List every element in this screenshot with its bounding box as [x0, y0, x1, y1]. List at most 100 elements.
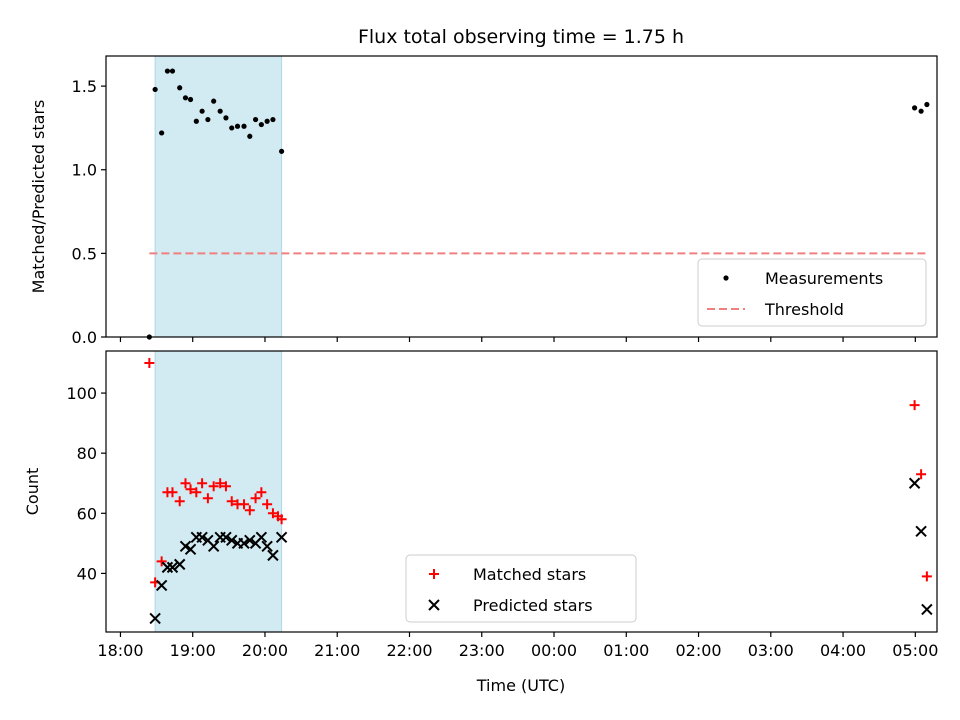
data-point [187, 96, 194, 103]
data-point [182, 95, 189, 101]
data-point [921, 571, 932, 582]
data-point [270, 116, 276, 123]
data-point [234, 123, 241, 129]
data-point [226, 534, 238, 547]
series-predicted-stars [149, 477, 933, 625]
x-tick-label: 22:00 [386, 641, 432, 660]
count-panel: 18:00 19:00 20:00 21:00 22:00 23:00 00:00 01:00… [23, 350, 938, 660]
data-point [220, 481, 231, 492]
data-point [196, 531, 208, 544]
data-point [261, 540, 273, 553]
data-point [174, 496, 185, 507]
data-point [262, 499, 273, 510]
legend: Measurements Threshold [697, 258, 927, 327]
data-point [241, 123, 247, 129]
x-tick-label: 20:00 [242, 641, 288, 660]
y-tick-label: 0.0 [72, 328, 97, 347]
series-matched-stars [144, 358, 932, 588]
plot-frame [105, 55, 938, 338]
y-tick-label: 80 [77, 444, 97, 463]
data-point [152, 86, 158, 93]
series-measurements [146, 68, 930, 340]
data-point [180, 478, 191, 489]
x-tick-label: 00:00 [531, 641, 577, 660]
data-point [244, 505, 255, 516]
data-point [185, 484, 196, 495]
y-tick-label: 60 [77, 504, 97, 523]
data-point [164, 68, 171, 74]
data-point [916, 469, 927, 480]
data-point [159, 130, 165, 136]
data-point [208, 481, 219, 492]
y-tick-label: 1.0 [72, 161, 97, 180]
legend: Matched stars Predicted stars [405, 554, 637, 623]
data-point [247, 133, 253, 139]
data-point [278, 148, 285, 154]
y-tick-label: 0.5 [72, 244, 97, 263]
data-point [202, 493, 213, 504]
x-tick-label: 01:00 [603, 641, 649, 660]
legend-marker [428, 599, 440, 611]
data-point [156, 556, 167, 567]
x-tick-label: 03:00 [748, 641, 794, 660]
ratio-panel: 0.0 0.5 1.0 1.5 Matched/Predicted stars Measu… [29, 55, 938, 347]
data-point [229, 125, 235, 131]
legend-label: Predicted stars [473, 596, 593, 615]
legend-marker [723, 275, 729, 281]
data-point [911, 105, 918, 111]
legend-label: Threshold [764, 300, 844, 319]
data-point [193, 118, 199, 124]
data-point [908, 477, 921, 489]
data-point [258, 121, 264, 128]
y-tick-label: 1.5 [72, 77, 97, 96]
data-point [149, 612, 161, 625]
x-tick-label: 02:00 [675, 641, 721, 660]
x-tick-label: 19:00 [170, 641, 216, 660]
x-tick-label: 21:00 [314, 641, 360, 660]
data-point [267, 508, 278, 519]
y-tick-label: 100 [66, 384, 97, 403]
data-point [161, 561, 174, 574]
chart-title: Flux total observing time = 1.75 h [358, 26, 684, 48]
data-point [918, 108, 924, 114]
y-tick-label: 40 [77, 564, 97, 583]
data-point [169, 68, 176, 74]
x-tick-label: 05:00 [892, 641, 938, 660]
legend-label: Measurements [765, 269, 883, 288]
legend-box [697, 258, 927, 327]
data-point [197, 478, 208, 489]
data-point [252, 116, 259, 123]
data-point [924, 101, 930, 108]
data-point [255, 531, 268, 544]
data-point [223, 115, 229, 121]
data-point [256, 487, 267, 498]
x-axis-label: Time (UTC) [476, 676, 565, 695]
data-point [250, 493, 261, 504]
x-tick-label: 18:00 [97, 641, 143, 660]
data-point [155, 579, 168, 592]
observing-span-shade [154, 55, 283, 338]
data-point [217, 108, 223, 114]
data-point [226, 496, 237, 507]
data-point [915, 525, 927, 538]
data-point [205, 116, 211, 123]
data-point [239, 499, 250, 510]
data-point [267, 549, 279, 562]
x-tick-label: 23:00 [459, 641, 505, 660]
data-point [244, 534, 256, 547]
x-tick-label: 04:00 [820, 641, 866, 660]
data-point [215, 478, 226, 489]
data-point [184, 543, 197, 556]
data-point [211, 98, 217, 104]
data-point [191, 487, 202, 498]
data-point [220, 531, 232, 544]
data-point [173, 558, 186, 571]
data-point [921, 603, 933, 616]
y-axis-label: Matched/Predicted stars [29, 100, 48, 294]
data-point [177, 85, 183, 91]
data-point [144, 358, 155, 369]
data-point [199, 108, 205, 114]
y-axis-label: Count [23, 468, 42, 516]
plot-frame [105, 350, 938, 633]
